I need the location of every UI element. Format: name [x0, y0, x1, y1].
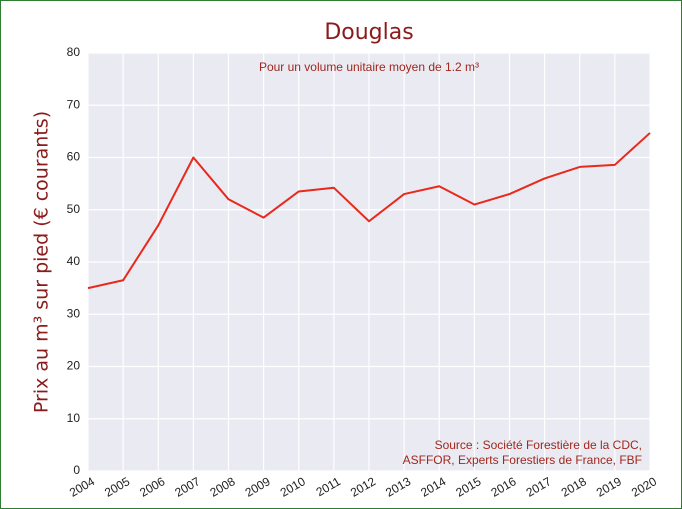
y-tick-label: 10 [67, 411, 81, 425]
y-tick-label: 50 [67, 202, 81, 216]
subtitle: Pour un volume unitaire moyen de 1.2 m³ [259, 60, 479, 74]
line [87, 132, 651, 290]
grid [87, 52, 651, 472]
y-tick-label: 20 [67, 359, 81, 373]
y-tick-label: 80 [67, 45, 81, 59]
chart-title: Douglas [324, 20, 413, 45]
y-tick-label: 0 [73, 463, 80, 477]
y-tick-label: 40 [67, 254, 81, 268]
y-axis-label: Prix au m³ sur pied (€ courants) [31, 111, 53, 413]
source: Source : Société Forestière de la CDC, [435, 438, 642, 452]
source: ASFFOR, Experts Forestiers de France, FB… [403, 453, 642, 467]
y-tick-label: 60 [67, 150, 81, 164]
y-tick-label: 70 [67, 97, 81, 111]
y-tick-label: 30 [67, 306, 81, 320]
